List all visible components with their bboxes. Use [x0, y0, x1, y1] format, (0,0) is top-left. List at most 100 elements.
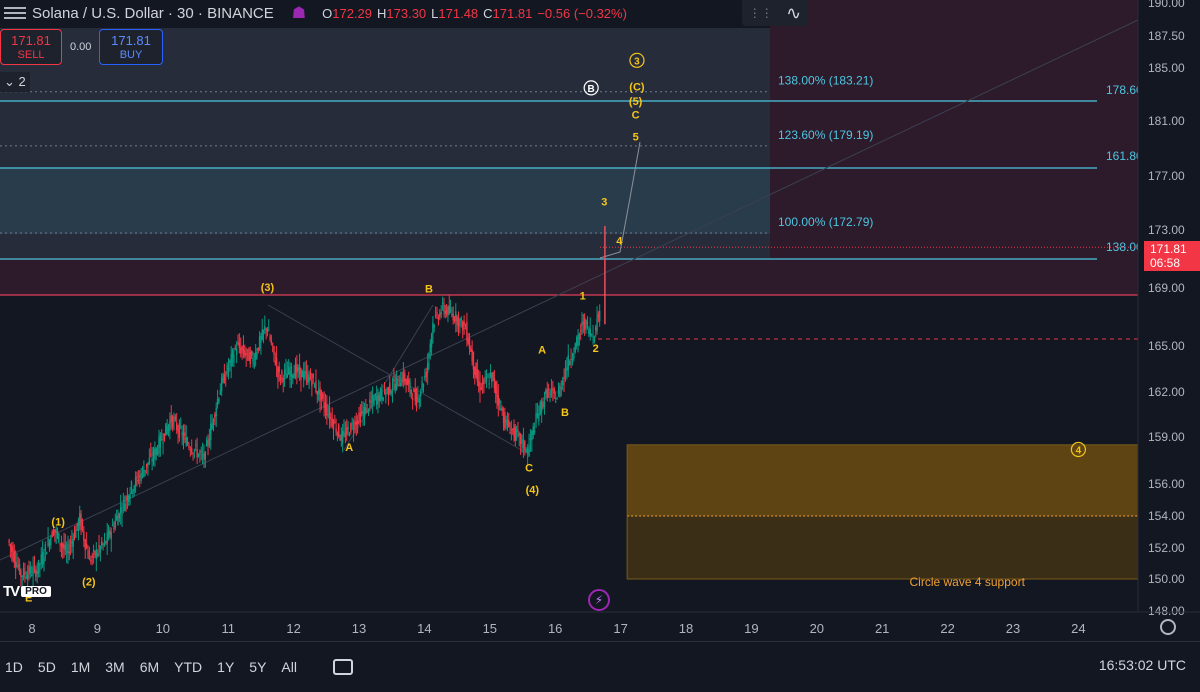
gear-icon[interactable] [1160, 619, 1176, 635]
candle-body [350, 423, 352, 433]
range-3m[interactable]: 3M [105, 659, 125, 675]
range-5d[interactable]: 5D [37, 659, 56, 675]
candle-body [377, 392, 379, 405]
candle-body [307, 374, 309, 383]
wave-label[interactable]: (2) [82, 576, 96, 588]
wave-label[interactable]: (3) [261, 282, 275, 294]
wave-label[interactable]: C [525, 462, 533, 474]
wave-label[interactable]: 4 [616, 236, 623, 248]
candle-body [8, 540, 10, 543]
price-axis[interactable] [1138, 0, 1200, 612]
wave-label[interactable]: (1) [51, 517, 65, 529]
time-axis[interactable] [0, 612, 1138, 641]
range-5y[interactable]: 5Y [249, 659, 267, 675]
candle-body [282, 377, 284, 382]
range-all[interactable]: All [281, 659, 297, 675]
range-1y[interactable]: 1Y [217, 659, 235, 675]
drag-handle-icon[interactable]: ⋮⋮ [748, 6, 773, 20]
range-1m[interactable]: 1M [70, 659, 91, 675]
candle-body [12, 548, 14, 560]
candle-body [436, 312, 438, 315]
wave-label[interactable]: E [25, 592, 32, 604]
candle-body [498, 400, 501, 404]
candle-body [540, 401, 543, 413]
projection-path[interactable] [599, 141, 641, 259]
candle-body [379, 389, 382, 399]
lightning-icon[interactable]: ⚡ [588, 589, 610, 611]
candle-body [186, 441, 189, 445]
candle-body [539, 402, 541, 415]
chevron-down-icon[interactable]: ⌄ [4, 74, 15, 89]
wave-connector-b[interactable] [343, 304, 434, 451]
wave-label[interactable]: 2 [593, 343, 599, 355]
fib-right-label-1: 161.80 [1106, 149, 1143, 163]
calendar-icon[interactable] [332, 659, 353, 675]
low-label: L [431, 5, 439, 21]
candle-body [406, 378, 409, 385]
candle-body [330, 416, 332, 418]
range-ytd[interactable]: YTD [174, 659, 203, 675]
candle-body [48, 542, 51, 546]
candle-body [322, 393, 324, 399]
candle-body [36, 571, 38, 575]
wave-label[interactable]: (5) [629, 96, 643, 108]
wave-label[interactable]: 3 [601, 197, 607, 209]
candle-body [161, 439, 163, 441]
candle-body [359, 413, 362, 423]
candle-body [223, 373, 226, 383]
support-annotation[interactable]: Circle wave 4 support [910, 575, 1026, 589]
candle-body [271, 343, 274, 345]
circle-wave-marker[interactable] [583, 80, 599, 96]
candle-body [566, 367, 568, 371]
candle-body [130, 481, 133, 490]
circle-wave-marker[interactable] [1070, 441, 1087, 458]
share-icon[interactable]: ☗ [291, 5, 307, 22]
candle-body [244, 350, 246, 357]
candle-body [334, 421, 336, 423]
candle-body [365, 407, 367, 414]
wave-label[interactable]: C [632, 109, 640, 121]
sell-button[interactable]: 171.81 SELL [0, 29, 62, 65]
candle-body [9, 544, 12, 547]
candle-body [152, 451, 155, 456]
candles[interactable] [8, 225, 606, 589]
candle-body [393, 379, 395, 382]
candle-body [460, 318, 463, 321]
symbol-title[interactable]: Solana / U.S. Dollar · 30 · BINANCE [32, 4, 274, 22]
menu-icon[interactable] [4, 7, 26, 19]
channel-line-upper[interactable] [0, 19, 1139, 561]
wave-label[interactable]: (4) [526, 485, 540, 497]
buy-button[interactable]: 171.81 BUY [99, 29, 163, 65]
utc-clock[interactable]: 16:53:02 UTC [1098, 657, 1186, 673]
candle-body [182, 434, 185, 440]
candle-body [128, 495, 130, 502]
wave-label[interactable]: 5 [633, 131, 639, 143]
y-tick-label: 165.00 [1148, 339, 1185, 353]
range-1d[interactable]: 1D [5, 659, 23, 675]
indicators-collapse[interactable]: ⌄ 2 [0, 72, 30, 92]
indicator-toggle[interactable]: ⋮⋮ ∿ [742, 0, 808, 26]
wave-label[interactable]: A [538, 345, 546, 357]
candle-body [126, 496, 129, 501]
candle-body [129, 493, 131, 499]
wave-label[interactable]: (C) [629, 82, 645, 94]
candle-body [283, 370, 286, 376]
wave-label[interactable]: A [345, 442, 353, 454]
candle-body [331, 418, 333, 426]
range-6m[interactable]: 6M [139, 659, 160, 675]
candle-body [207, 442, 209, 444]
candle-body [258, 336, 261, 349]
candle-body [578, 333, 581, 340]
candle-body [472, 351, 475, 370]
wave-label[interactable]: B [561, 407, 569, 419]
x-tick-label: 10 [156, 621, 170, 636]
candle-body [563, 376, 565, 380]
x-tick-label: 18 [679, 621, 693, 636]
candle-body [171, 416, 174, 428]
wave-label[interactable]: 1 [580, 291, 586, 303]
wave-label[interactable]: B [425, 283, 433, 295]
candle-body [597, 314, 600, 318]
line-chart-icon[interactable]: ∿ [786, 2, 802, 23]
circle-wave-marker[interactable] [629, 52, 645, 68]
